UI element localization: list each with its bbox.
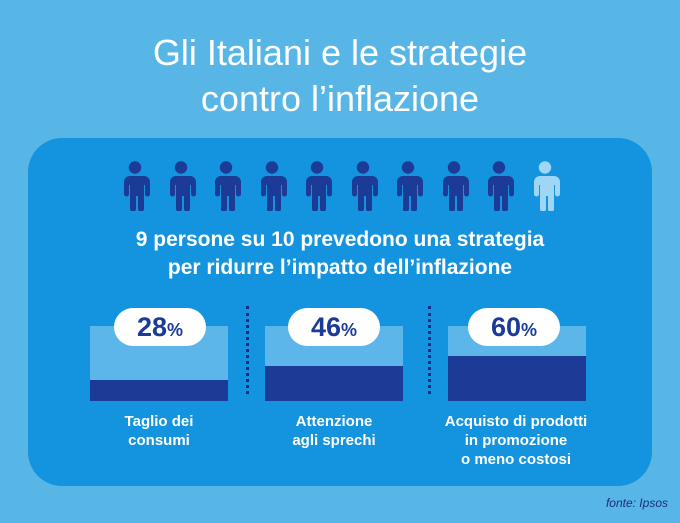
stat-bar-fill-1 — [90, 380, 228, 401]
title-line-1: Gli Italiani e le strategie — [152, 32, 528, 73]
stat-value-3: 60 — [490, 312, 522, 342]
person-icon — [306, 161, 333, 211]
stat-unit-3: % — [521, 320, 538, 340]
column-divider-1 — [246, 306, 249, 394]
stat-unit-1: % — [167, 320, 184, 340]
stat-value-badge-3: 60% — [468, 308, 560, 346]
column-divider-2 — [428, 306, 431, 394]
stat-label-3-line-1: Acquisto di prodotti — [444, 413, 588, 430]
person-icon — [442, 161, 469, 211]
headline-line-1: 9 persone su 10 prevedono una strategia — [135, 228, 545, 251]
person-icon — [260, 161, 287, 211]
title-line-2: contro l’inflazione — [200, 78, 480, 119]
person-icon — [124, 161, 150, 211]
stat-value-2: 46 — [310, 312, 342, 342]
stat-label-1: Taglio dei consumi — [84, 412, 234, 450]
person-icon — [488, 161, 515, 211]
person-icon — [397, 161, 424, 211]
stat-label-2-line-2: agli sprechi — [292, 432, 376, 449]
page-title: Gli Italiani e le strategie contro l’inf… — [0, 30, 680, 122]
person-icon — [351, 161, 378, 211]
headline: 9 persone su 10 prevedono una strategia … — [0, 226, 680, 282]
person-icon — [533, 161, 560, 211]
stat-label-3-line-3: o meno costosi — [460, 451, 572, 468]
stat-value-badge-2: 46% — [288, 308, 380, 346]
stat-value-1: 28 — [136, 312, 168, 342]
stat-label-3: Acquisto di prodotti in promozione o men… — [424, 412, 608, 469]
stat-label-1-line-1: Taglio dei — [124, 413, 194, 430]
stat-unit-2: % — [341, 320, 358, 340]
stat-label-3-line-2: in promozione — [464, 432, 568, 449]
headline-line-2: per ridurre l’impatto dell’inflazione — [167, 256, 513, 279]
stat-label-1-line-2: consumi — [128, 432, 190, 449]
stat-bar-fill-3 — [448, 356, 586, 401]
source-note: fonte: Ipsos — [605, 496, 668, 510]
stat-value-badge-1: 28% — [114, 308, 206, 346]
person-icon — [169, 161, 196, 211]
people-row — [118, 161, 562, 211]
stat-label-2: Attenzione agli sprechi — [258, 412, 410, 450]
stat-bar-fill-2 — [265, 366, 403, 401]
person-icon — [215, 161, 242, 211]
stat-label-2-line-1: Attenzione — [295, 413, 373, 430]
